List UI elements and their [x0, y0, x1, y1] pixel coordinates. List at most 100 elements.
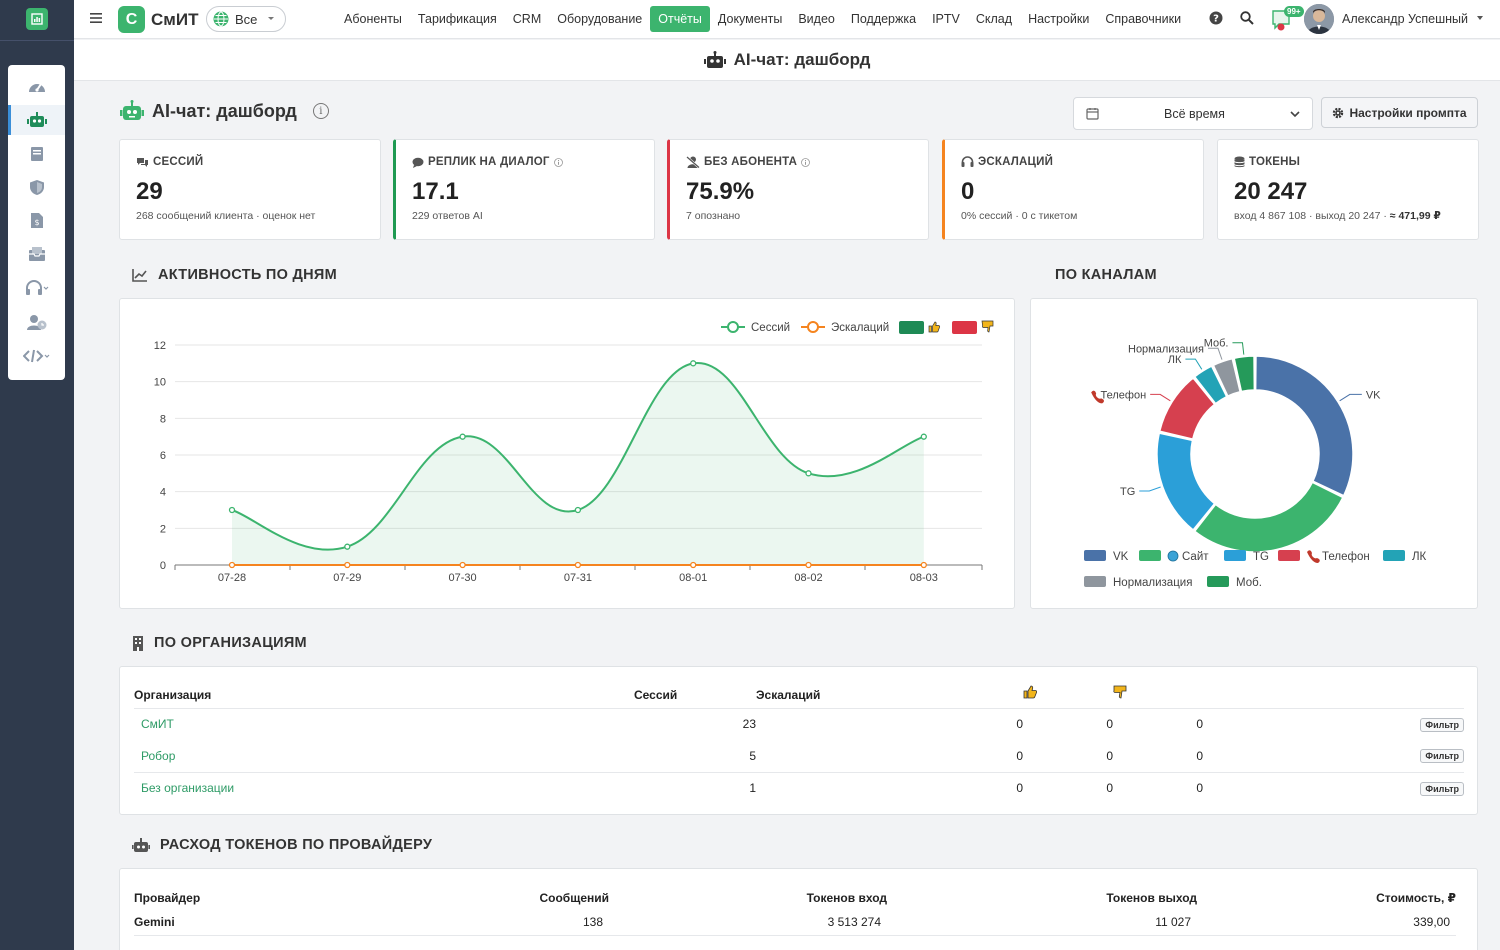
code-icon	[22, 349, 49, 363]
robot-icon	[703, 51, 726, 68]
data-point[interactable]	[690, 360, 697, 367]
data-point[interactable]	[228, 506, 236, 514]
data-point[interactable]	[805, 470, 812, 477]
legend-label[interactable]: Сайт	[1182, 551, 1209, 563]
orgs-card: Организация Сессий Эскалаций СмИТ 23 0 0 0 Фи…	[119, 666, 1478, 815]
prompt-settings-button[interactable]: Настройки промпта	[1321, 97, 1478, 128]
info-icon[interactable]: i	[312, 103, 329, 119]
pie-slice[interactable]	[1156, 432, 1216, 532]
pie-slice[interactable]	[1193, 365, 1228, 405]
data-point[interactable]	[344, 561, 351, 569]
period-select[interactable]: Всё время	[1073, 97, 1313, 130]
scope-selector[interactable]: Все	[206, 6, 286, 32]
org-link[interactable]: Робор	[141, 748, 176, 763]
pie-slice[interactable]	[1233, 355, 1256, 393]
org-link[interactable]: СмИТ	[141, 717, 174, 732]
user-name[interactable]: Александр Успешный	[1342, 12, 1468, 26]
legend-swatch[interactable]	[1278, 550, 1300, 561]
sidebar-item-security[interactable]	[8, 172, 65, 202]
reports-logo-icon[interactable]	[26, 8, 48, 30]
legend-swatch[interactable]	[1139, 550, 1161, 561]
legend-marker	[807, 321, 819, 333]
legend-label[interactable]: Нормализация	[1113, 577, 1192, 589]
nav-item-2[interactable]: CRM	[512, 12, 542, 26]
legend-swatch[interactable]	[952, 321, 977, 334]
leader-line	[1150, 393, 1171, 402]
user-menu-caret-icon[interactable]	[1477, 16, 1483, 20]
col-sessions: Сессий	[634, 687, 678, 702]
sidebar-item-docs[interactable]	[8, 139, 65, 169]
sidebar-item-dashboard[interactable]	[8, 71, 65, 101]
kpi-label: Токены	[1234, 156, 1300, 168]
legend-swatch[interactable]	[1207, 576, 1229, 587]
sidebar-item-ai-chat[interactable]	[8, 105, 65, 135]
slice-label: Моб.	[1204, 338, 1229, 350]
brand-name[interactable]: СмИТ	[151, 10, 199, 29]
pie-slice[interactable]	[1212, 357, 1242, 398]
chart-line-icon	[132, 269, 147, 282]
nav-item-4[interactable]: Отчёты	[650, 6, 710, 32]
legend-label[interactable]: Эскалаций	[831, 322, 889, 334]
robot-icon	[120, 100, 144, 120]
legend-label[interactable]: TG	[1253, 551, 1269, 563]
sidebar-item-dev[interactable]	[8, 341, 65, 371]
legend-label[interactable]: Сессий	[751, 322, 790, 334]
menu-icon[interactable]	[90, 12, 102, 24]
filter-button[interactable]: Фильтр	[1420, 749, 1464, 764]
nav-item-6[interactable]: Видео	[798, 12, 835, 26]
legend-swatch[interactable]	[1084, 550, 1106, 561]
legend-swatch[interactable]	[1084, 576, 1106, 587]
data-point[interactable]	[574, 561, 582, 569]
filter-button[interactable]: Фильтр	[1420, 781, 1464, 796]
sidebar-item-mail[interactable]	[8, 239, 65, 269]
nav-item-7[interactable]: Поддержка	[850, 12, 917, 26]
info-icon[interactable]	[553, 157, 563, 167]
nav-item-1[interactable]: Тарификация	[417, 12, 497, 26]
nav-item-9[interactable]: Склад	[975, 12, 1013, 26]
nav-item-5[interactable]: Документы	[717, 12, 783, 26]
nav-item-11[interactable]: Справочники	[1105, 12, 1182, 26]
org-link[interactable]: Без организации	[141, 781, 235, 796]
pie-slice[interactable]	[1193, 481, 1344, 553]
data-point[interactable]	[920, 561, 927, 569]
pie-slice[interactable]	[1158, 376, 1216, 441]
main-nav: Абоненты Тарификация CRM Оборудование Отчёты…	[336, 0, 1189, 38]
data-point[interactable]	[459, 433, 466, 440]
kpi-label: Без абонента	[686, 156, 811, 168]
legend-label[interactable]: Моб.	[1236, 577, 1262, 589]
legend-label[interactable]: ЛК	[1412, 551, 1427, 563]
data-point[interactable]	[805, 561, 812, 569]
table-row: Робор 5 0 0 0 Фильтр	[134, 740, 1464, 772]
sidebar-item-users[interactable]	[8, 307, 65, 337]
info-icon[interactable]	[801, 157, 811, 167]
legend-label[interactable]: Телефон	[1322, 551, 1370, 563]
help-icon[interactable]: ?	[1209, 11, 1223, 25]
providers-table: Провайдер Сообщений Токенов вход Токенов…	[134, 887, 1456, 936]
legend-swatch[interactable]	[899, 321, 924, 334]
org-sessions: 5	[749, 748, 756, 763]
search-icon[interactable]	[1240, 11, 1254, 25]
nav-item-8[interactable]: IPTV	[932, 12, 960, 26]
data-point[interactable]	[459, 561, 466, 569]
activity-section-header: Активность по дням	[132, 267, 337, 283]
inbox-icon	[28, 247, 45, 261]
nav-item-10[interactable]: Настройки	[1028, 12, 1090, 26]
pie-slice[interactable]	[1254, 355, 1354, 497]
phone-icon	[1091, 390, 1104, 404]
sidebar-item-support[interactable]	[8, 273, 65, 303]
data-point[interactable]	[344, 543, 351, 550]
nav-item-3[interactable]: Оборудование	[557, 12, 643, 26]
sidebar-item-invoices[interactable]: $	[8, 205, 65, 235]
legend-label[interactable]: VK	[1113, 551, 1129, 563]
data-point[interactable]	[574, 506, 582, 514]
legend-swatch[interactable]	[1224, 550, 1246, 561]
data-point[interactable]	[690, 561, 697, 569]
brand-logo[interactable]: С	[118, 6, 145, 33]
data-point[interactable]	[920, 433, 927, 440]
data-point[interactable]	[228, 561, 236, 569]
filter-button[interactable]: Фильтр	[1420, 717, 1464, 732]
legend-swatch[interactable]	[1383, 550, 1405, 561]
avatar[interactable]	[1304, 4, 1334, 34]
nav-item-0[interactable]: Абоненты	[344, 12, 402, 26]
y-tick-label: 4	[160, 487, 166, 499]
